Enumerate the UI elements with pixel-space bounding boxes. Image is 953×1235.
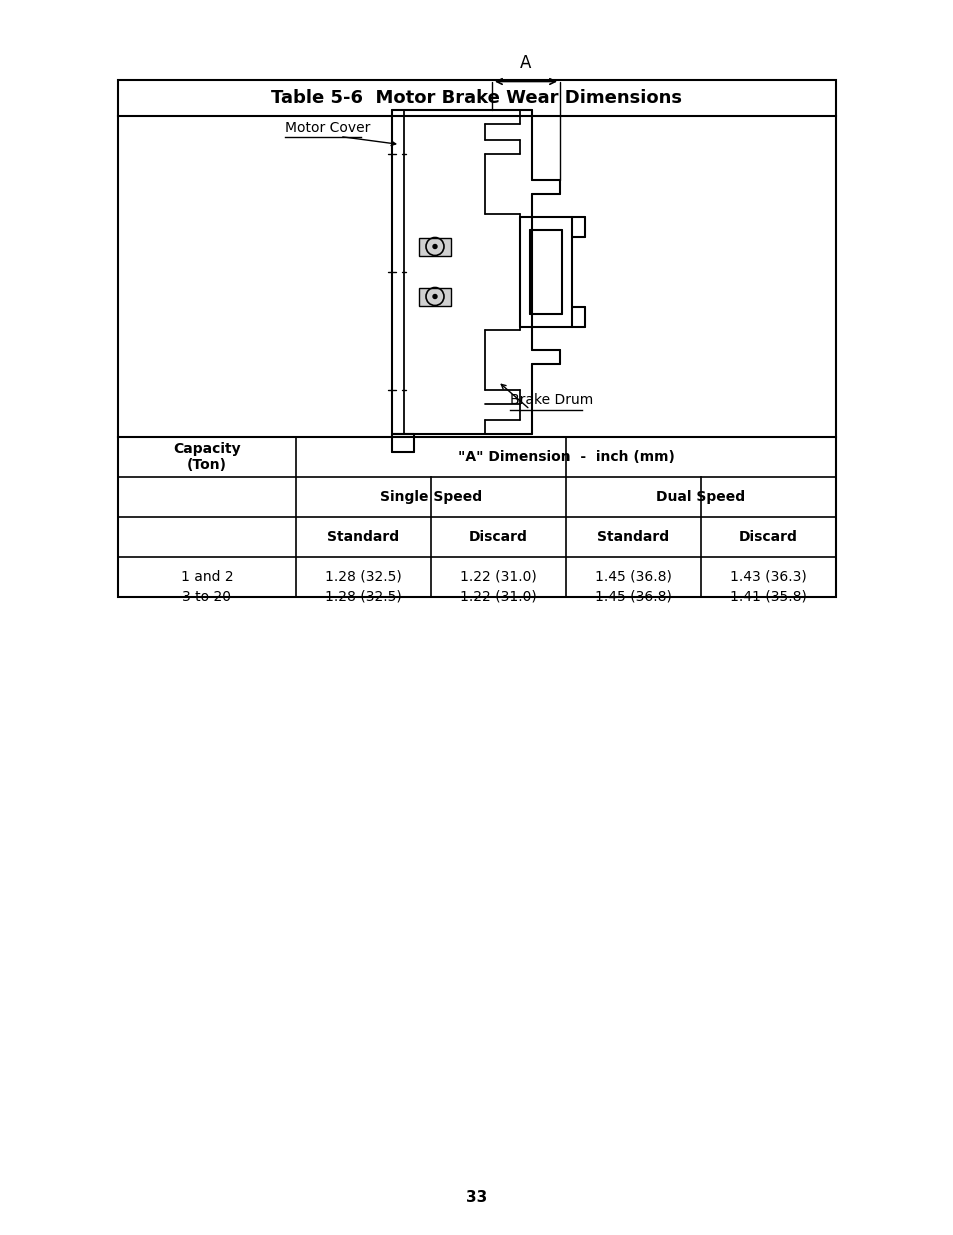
- Bar: [418, 288, 451, 305]
- Text: 1 and 2: 1 and 2: [180, 571, 233, 584]
- Text: 1.28 (32.5): 1.28 (32.5): [325, 590, 401, 604]
- Text: 1.22 (31.0): 1.22 (31.0): [459, 571, 537, 584]
- Bar: [118, 80, 835, 597]
- Text: 3 to 20: 3 to 20: [182, 590, 232, 604]
- Text: Capacity: Capacity: [173, 442, 240, 456]
- Text: Dual Speed: Dual Speed: [656, 490, 745, 504]
- Text: Discard: Discard: [469, 530, 527, 543]
- Text: Table 5-6  Motor Brake Wear Dimensions: Table 5-6 Motor Brake Wear Dimensions: [272, 89, 681, 107]
- Text: Discard: Discard: [739, 530, 797, 543]
- Text: Standard: Standard: [327, 530, 399, 543]
- Text: Single Speed: Single Speed: [379, 490, 481, 504]
- Circle shape: [433, 294, 436, 299]
- Text: 1.45 (36.8): 1.45 (36.8): [595, 571, 671, 584]
- Text: 1.22 (31.0): 1.22 (31.0): [459, 590, 537, 604]
- Text: 1.41 (35.8): 1.41 (35.8): [729, 590, 806, 604]
- Text: 1.28 (32.5): 1.28 (32.5): [325, 571, 401, 584]
- Text: Motor Cover: Motor Cover: [285, 121, 370, 135]
- Text: (Ton): (Ton): [187, 458, 227, 472]
- Text: "A" Dimension  -  inch (mm): "A" Dimension - inch (mm): [457, 450, 674, 464]
- Text: A: A: [519, 53, 531, 72]
- Bar: [418, 237, 451, 256]
- Text: 1.45 (36.8): 1.45 (36.8): [595, 590, 671, 604]
- Text: 1.43 (36.3): 1.43 (36.3): [729, 571, 806, 584]
- Text: Standard: Standard: [597, 530, 669, 543]
- Text: 33: 33: [466, 1189, 487, 1204]
- Circle shape: [433, 245, 436, 248]
- Text: Brake Drum: Brake Drum: [510, 394, 593, 408]
